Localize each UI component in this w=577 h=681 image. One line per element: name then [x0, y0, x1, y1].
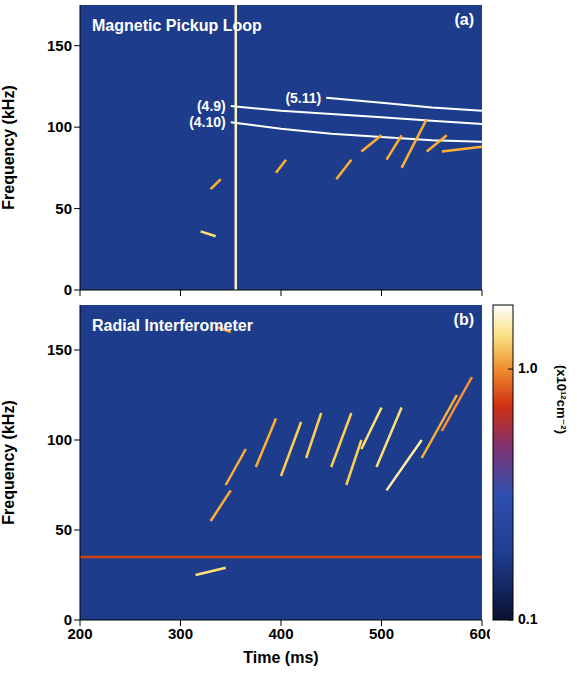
svg-text:50: 50: [55, 200, 72, 217]
svg-text:1.0: 1.0: [518, 360, 538, 376]
svg-text:100: 100: [47, 118, 72, 135]
svg-text:(4.10): (4.10): [189, 114, 226, 130]
html-text:Magnetic Pickup Loop: Magnetic Pickup Loop: [92, 17, 262, 34]
svg-text:Time (ms): Time (ms): [243, 649, 318, 666]
svg-text:400: 400: [268, 625, 293, 642]
svg-text:50: 50: [55, 521, 72, 538]
svg-text:200: 200: [67, 624, 93, 642]
svg-text:600: 600: [469, 625, 490, 642]
svg-text:(x10¹²cm⁻²): (x10¹²cm⁻²): [554, 365, 569, 434]
svg-text:0: 0: [64, 281, 72, 298]
html-text:(b): (b): [453, 311, 474, 328]
svg-text:Frequency (kHz): Frequency (kHz): [0, 85, 17, 209]
svg-text:(4.9): (4.9): [197, 98, 226, 114]
html-text:(a): (a): [454, 11, 474, 28]
svg-text:0: 0: [64, 611, 72, 628]
html-text:Radial Interferometer: Radial Interferometer: [92, 317, 253, 334]
svg-text:150: 150: [47, 37, 72, 54]
svg-text:150: 150: [47, 341, 72, 358]
svg-text:(5.11): (5.11): [285, 90, 321, 106]
svg-text:300: 300: [168, 625, 193, 642]
svg-text:100: 100: [47, 431, 72, 448]
svg-text:0.1: 0.1: [518, 611, 538, 625]
svg-text:Frequency (kHz): Frequency (kHz): [0, 400, 17, 524]
svg-text:500: 500: [369, 625, 394, 642]
